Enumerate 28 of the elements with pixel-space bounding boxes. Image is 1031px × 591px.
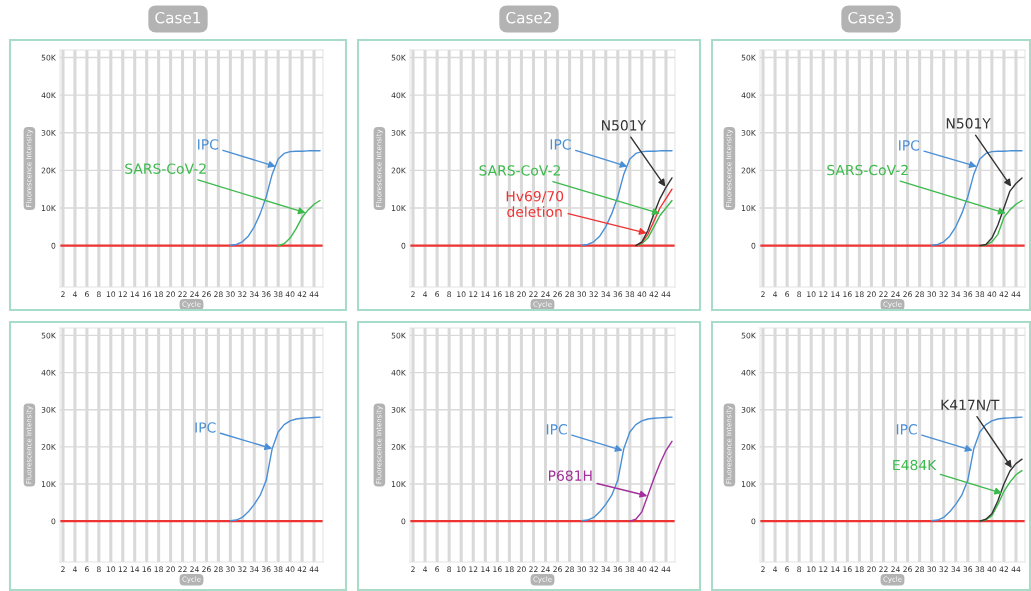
annotation: IPC xyxy=(198,139,219,150)
line-series xyxy=(979,469,1023,522)
chart-title: Case2 xyxy=(506,11,552,24)
annotation: SARS-CoV-2 xyxy=(125,163,206,174)
line-series xyxy=(635,177,673,247)
line-series xyxy=(229,150,321,246)
annotation: IPC xyxy=(899,140,920,151)
line-series xyxy=(229,416,321,522)
chart-title: Case3 xyxy=(848,11,894,24)
line-series xyxy=(277,199,321,247)
annotation: IPC xyxy=(546,424,567,435)
annotation: IPC xyxy=(195,422,216,433)
annotation: IPC xyxy=(896,424,917,435)
line-series xyxy=(629,440,673,522)
annotation: SARS-CoV-2 xyxy=(827,164,908,176)
annotation: K417N/T xyxy=(941,399,1000,412)
line-series xyxy=(979,458,1023,522)
line-series xyxy=(635,199,673,247)
line-series xyxy=(930,150,1023,246)
annotation: N501Y xyxy=(602,120,647,131)
chart-title: Case1 xyxy=(155,11,201,24)
annotation: Hv69/70 deletion xyxy=(506,190,564,218)
line-series xyxy=(979,177,1023,247)
annotation: IPC xyxy=(550,139,571,150)
annotation: SARS-CoV-2 xyxy=(479,165,560,176)
annotation: N501Y xyxy=(946,118,991,129)
annotation: E484K xyxy=(893,459,937,471)
annotation: P681H xyxy=(548,470,592,481)
